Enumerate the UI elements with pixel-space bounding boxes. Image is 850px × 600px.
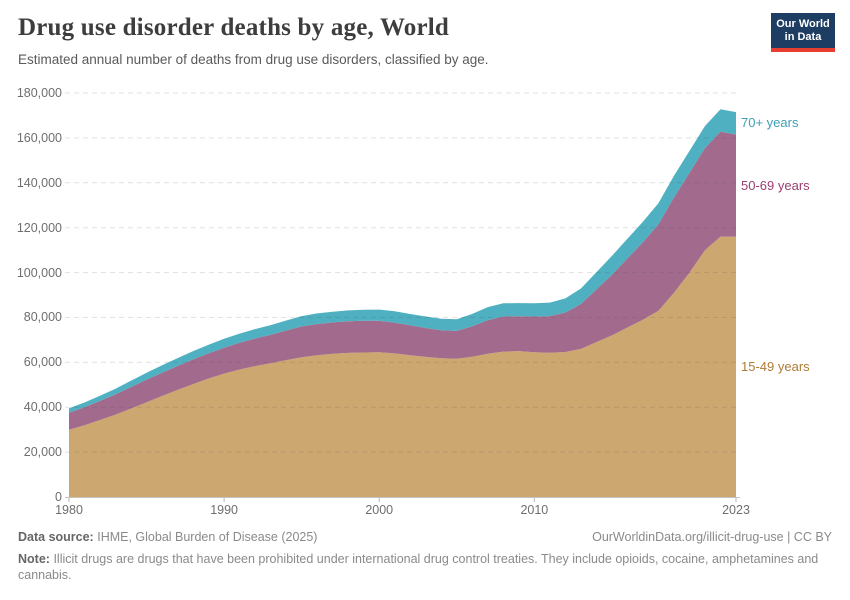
x-axis-label-1990: 1990 xyxy=(210,503,239,517)
page-subtitle: Estimated annual number of deaths from d… xyxy=(18,52,489,67)
y-axis-label-160000: 160,000 xyxy=(16,130,62,145)
area-band-50-69-years[interactable] xyxy=(69,131,736,430)
owid-logo-line1: Our World xyxy=(776,18,830,30)
y-axis-label-140000: 140,000 xyxy=(16,175,62,190)
legend-label-50-69-years[interactable]: 50-69 years xyxy=(741,177,810,193)
y-axis-label-120000: 120,000 xyxy=(16,220,62,235)
chart-footer: Data source: IHME, Global Burden of Dise… xyxy=(18,529,832,583)
y-axis-label-60000: 60,000 xyxy=(23,355,62,370)
footer-note-text: Illicit drugs are drugs that have been p… xyxy=(18,552,819,582)
y-axis-label-180000: 180,000 xyxy=(16,86,62,100)
x-axis-label-2010: 2010 xyxy=(520,503,549,517)
data-source-label: Data source: xyxy=(18,530,94,544)
legend-label-15-49-years[interactable]: 15-49 years xyxy=(741,358,810,374)
footer-note-label: Note: xyxy=(18,552,50,566)
area-band-70-years[interactable] xyxy=(69,109,736,413)
x-axis-label-2023: 2023 xyxy=(722,503,750,517)
area-band-15-49-years[interactable] xyxy=(69,236,736,497)
y-axis-label-40000: 40,000 xyxy=(23,400,62,415)
footer-note: Note: Illicit drugs are drugs that have … xyxy=(18,551,832,583)
owid-logo-line2: in Data xyxy=(784,31,822,43)
y-axis-label-100000: 100,000 xyxy=(16,265,62,280)
data-source-value: IHME, Global Burden of Disease (2025) xyxy=(97,530,318,544)
owid-logo[interactable]: Our World in Data xyxy=(771,13,835,52)
y-axis-label-80000: 80,000 xyxy=(23,310,62,325)
credit-link[interactable]: OurWorldinData.org/illicit-drug-use | CC… xyxy=(592,530,832,544)
legend-label-70-years[interactable]: 70+ years xyxy=(741,115,799,131)
y-axis-label-0: 0 xyxy=(55,490,62,504)
x-axis-label-2000: 2000 xyxy=(365,503,394,517)
data-source-line: Data source: IHME, Global Burden of Dise… xyxy=(18,529,317,545)
y-axis-label-20000: 20,000 xyxy=(23,445,62,460)
x-axis-label-1980: 1980 xyxy=(55,503,83,517)
page-title: Drug use disorder deaths by age, World xyxy=(18,14,450,41)
